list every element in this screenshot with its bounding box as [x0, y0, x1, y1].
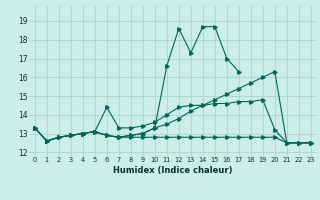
X-axis label: Humidex (Indice chaleur): Humidex (Indice chaleur) — [113, 166, 233, 175]
